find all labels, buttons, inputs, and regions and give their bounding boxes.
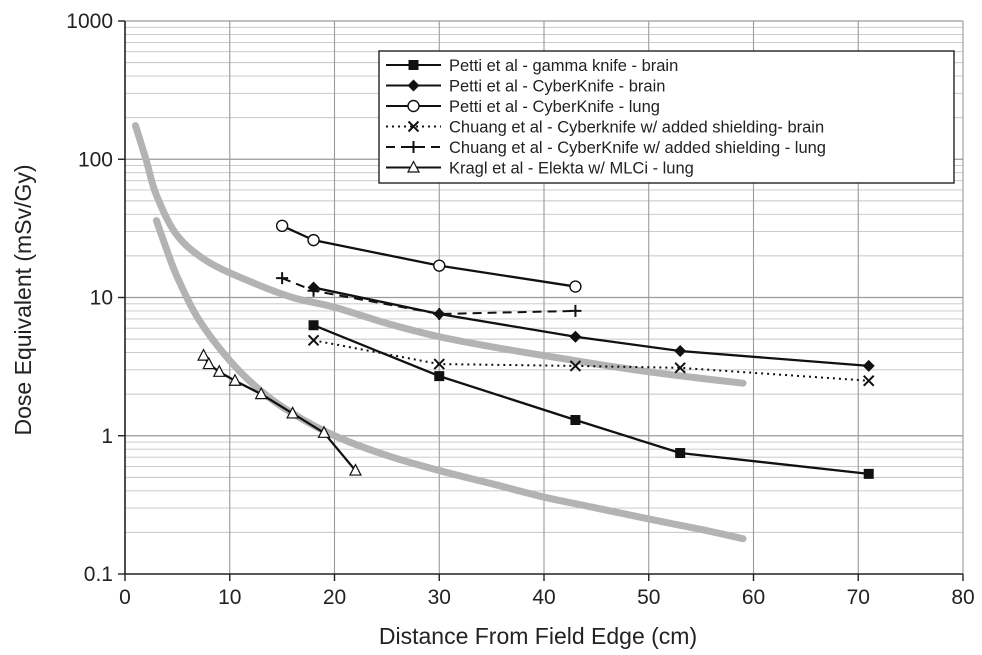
data-point bbox=[408, 60, 419, 70]
y-tick-label: 0.1 bbox=[84, 563, 113, 586]
series-5 bbox=[197, 348, 362, 476]
series-1 bbox=[307, 281, 875, 372]
x-tick-label: 40 bbox=[532, 586, 555, 609]
data-point bbox=[433, 358, 445, 370]
data-point bbox=[407, 160, 420, 173]
data-point bbox=[348, 463, 362, 476]
series-2 bbox=[275, 219, 582, 293]
data-point bbox=[434, 371, 445, 382]
data-point bbox=[433, 259, 446, 272]
series-3 bbox=[307, 334, 875, 387]
data-point bbox=[407, 141, 420, 153]
series-line bbox=[281, 277, 576, 315]
data-point bbox=[212, 364, 226, 377]
gray-curve bbox=[131, 122, 747, 387]
data-point bbox=[254, 386, 268, 400]
legend-box bbox=[378, 50, 955, 184]
data-point bbox=[307, 233, 320, 247]
series-4 bbox=[276, 272, 582, 320]
series-line bbox=[281, 224, 576, 288]
data-point bbox=[228, 373, 242, 386]
series-line bbox=[131, 122, 747, 387]
data-point bbox=[433, 307, 446, 320]
x-tick-label: 0 bbox=[119, 586, 131, 609]
data-point bbox=[569, 360, 582, 372]
data-point bbox=[570, 414, 581, 425]
x-tick-label: 30 bbox=[428, 586, 451, 609]
data-point bbox=[863, 468, 874, 479]
data-point bbox=[674, 362, 686, 374]
data-point bbox=[674, 345, 687, 358]
data-point bbox=[569, 330, 582, 343]
series-line bbox=[152, 217, 747, 543]
gray-curve bbox=[152, 217, 747, 543]
x-tick-label: 60 bbox=[742, 586, 765, 609]
x-tick-label: 80 bbox=[951, 586, 974, 609]
legend-label: Petti et al - CyberKnife - lung bbox=[449, 98, 660, 116]
x-tick-label: 50 bbox=[637, 586, 660, 609]
y-tick-label: 10 bbox=[90, 287, 113, 310]
data-point bbox=[286, 406, 300, 419]
data-point bbox=[197, 348, 211, 361]
x-tick-label: 70 bbox=[847, 586, 870, 609]
legend: Petti et al - gamma knife - brain Petti e… bbox=[378, 50, 955, 184]
x-tick-label: 20 bbox=[323, 586, 346, 609]
data-point bbox=[862, 359, 875, 372]
y-tick-label: 1000 bbox=[66, 10, 113, 33]
data-point bbox=[407, 99, 420, 113]
y-tick-label: 100 bbox=[78, 148, 113, 171]
data-point bbox=[307, 284, 320, 297]
data-point bbox=[276, 272, 289, 285]
legend-label: Chuang et al - CyberKnife w/ added shiel… bbox=[449, 139, 826, 157]
data-point bbox=[407, 79, 420, 92]
legend-label: Petti et al - gamma knife - brain bbox=[449, 57, 678, 75]
data-point bbox=[569, 280, 582, 293]
data-point bbox=[675, 448, 686, 459]
data-point bbox=[863, 375, 875, 387]
legend-label: Petti et al - CyberKnife - brain bbox=[449, 78, 665, 96]
legend-item: Chuang et al - Cyberknife w/ added shiel… bbox=[386, 119, 824, 137]
data-point bbox=[407, 120, 420, 133]
y-tick-label: 1 bbox=[101, 425, 113, 448]
x-axis-title: Distance From Field Edge (cm) bbox=[379, 623, 697, 649]
plot-area bbox=[131, 122, 875, 543]
y-axis-title: Dose Equivalent (mSv/Gy) bbox=[10, 165, 36, 436]
data-point bbox=[275, 219, 289, 233]
legend-item: Petti et al - CyberKnife - brain bbox=[386, 78, 665, 96]
legend-label: Chuang et al - Cyberknife w/ added shiel… bbox=[449, 119, 824, 137]
x-tick-label: 10 bbox=[218, 586, 241, 609]
axes: 0 10 20 30 40 50 60 70 80 0.1 1 10 100 1000 bbox=[66, 10, 974, 609]
data-point bbox=[569, 304, 582, 317]
legend-label: Kragl et al - Elekta w/ MLCi - lung bbox=[449, 160, 694, 178]
legend-item: Chuang et al - CyberKnife w/ added shiel… bbox=[386, 139, 826, 157]
legend-item: Kragl et al - Elekta w/ MLCi - lung bbox=[386, 160, 694, 178]
data-point bbox=[308, 320, 319, 331]
data-point bbox=[307, 334, 320, 347]
data-point bbox=[317, 425, 331, 438]
legend-item: Petti et al - gamma knife - brain bbox=[386, 57, 678, 75]
series-0 bbox=[308, 320, 874, 479]
legend-item: Petti et al - CyberKnife - lung bbox=[386, 98, 660, 116]
data-point bbox=[202, 356, 216, 370]
